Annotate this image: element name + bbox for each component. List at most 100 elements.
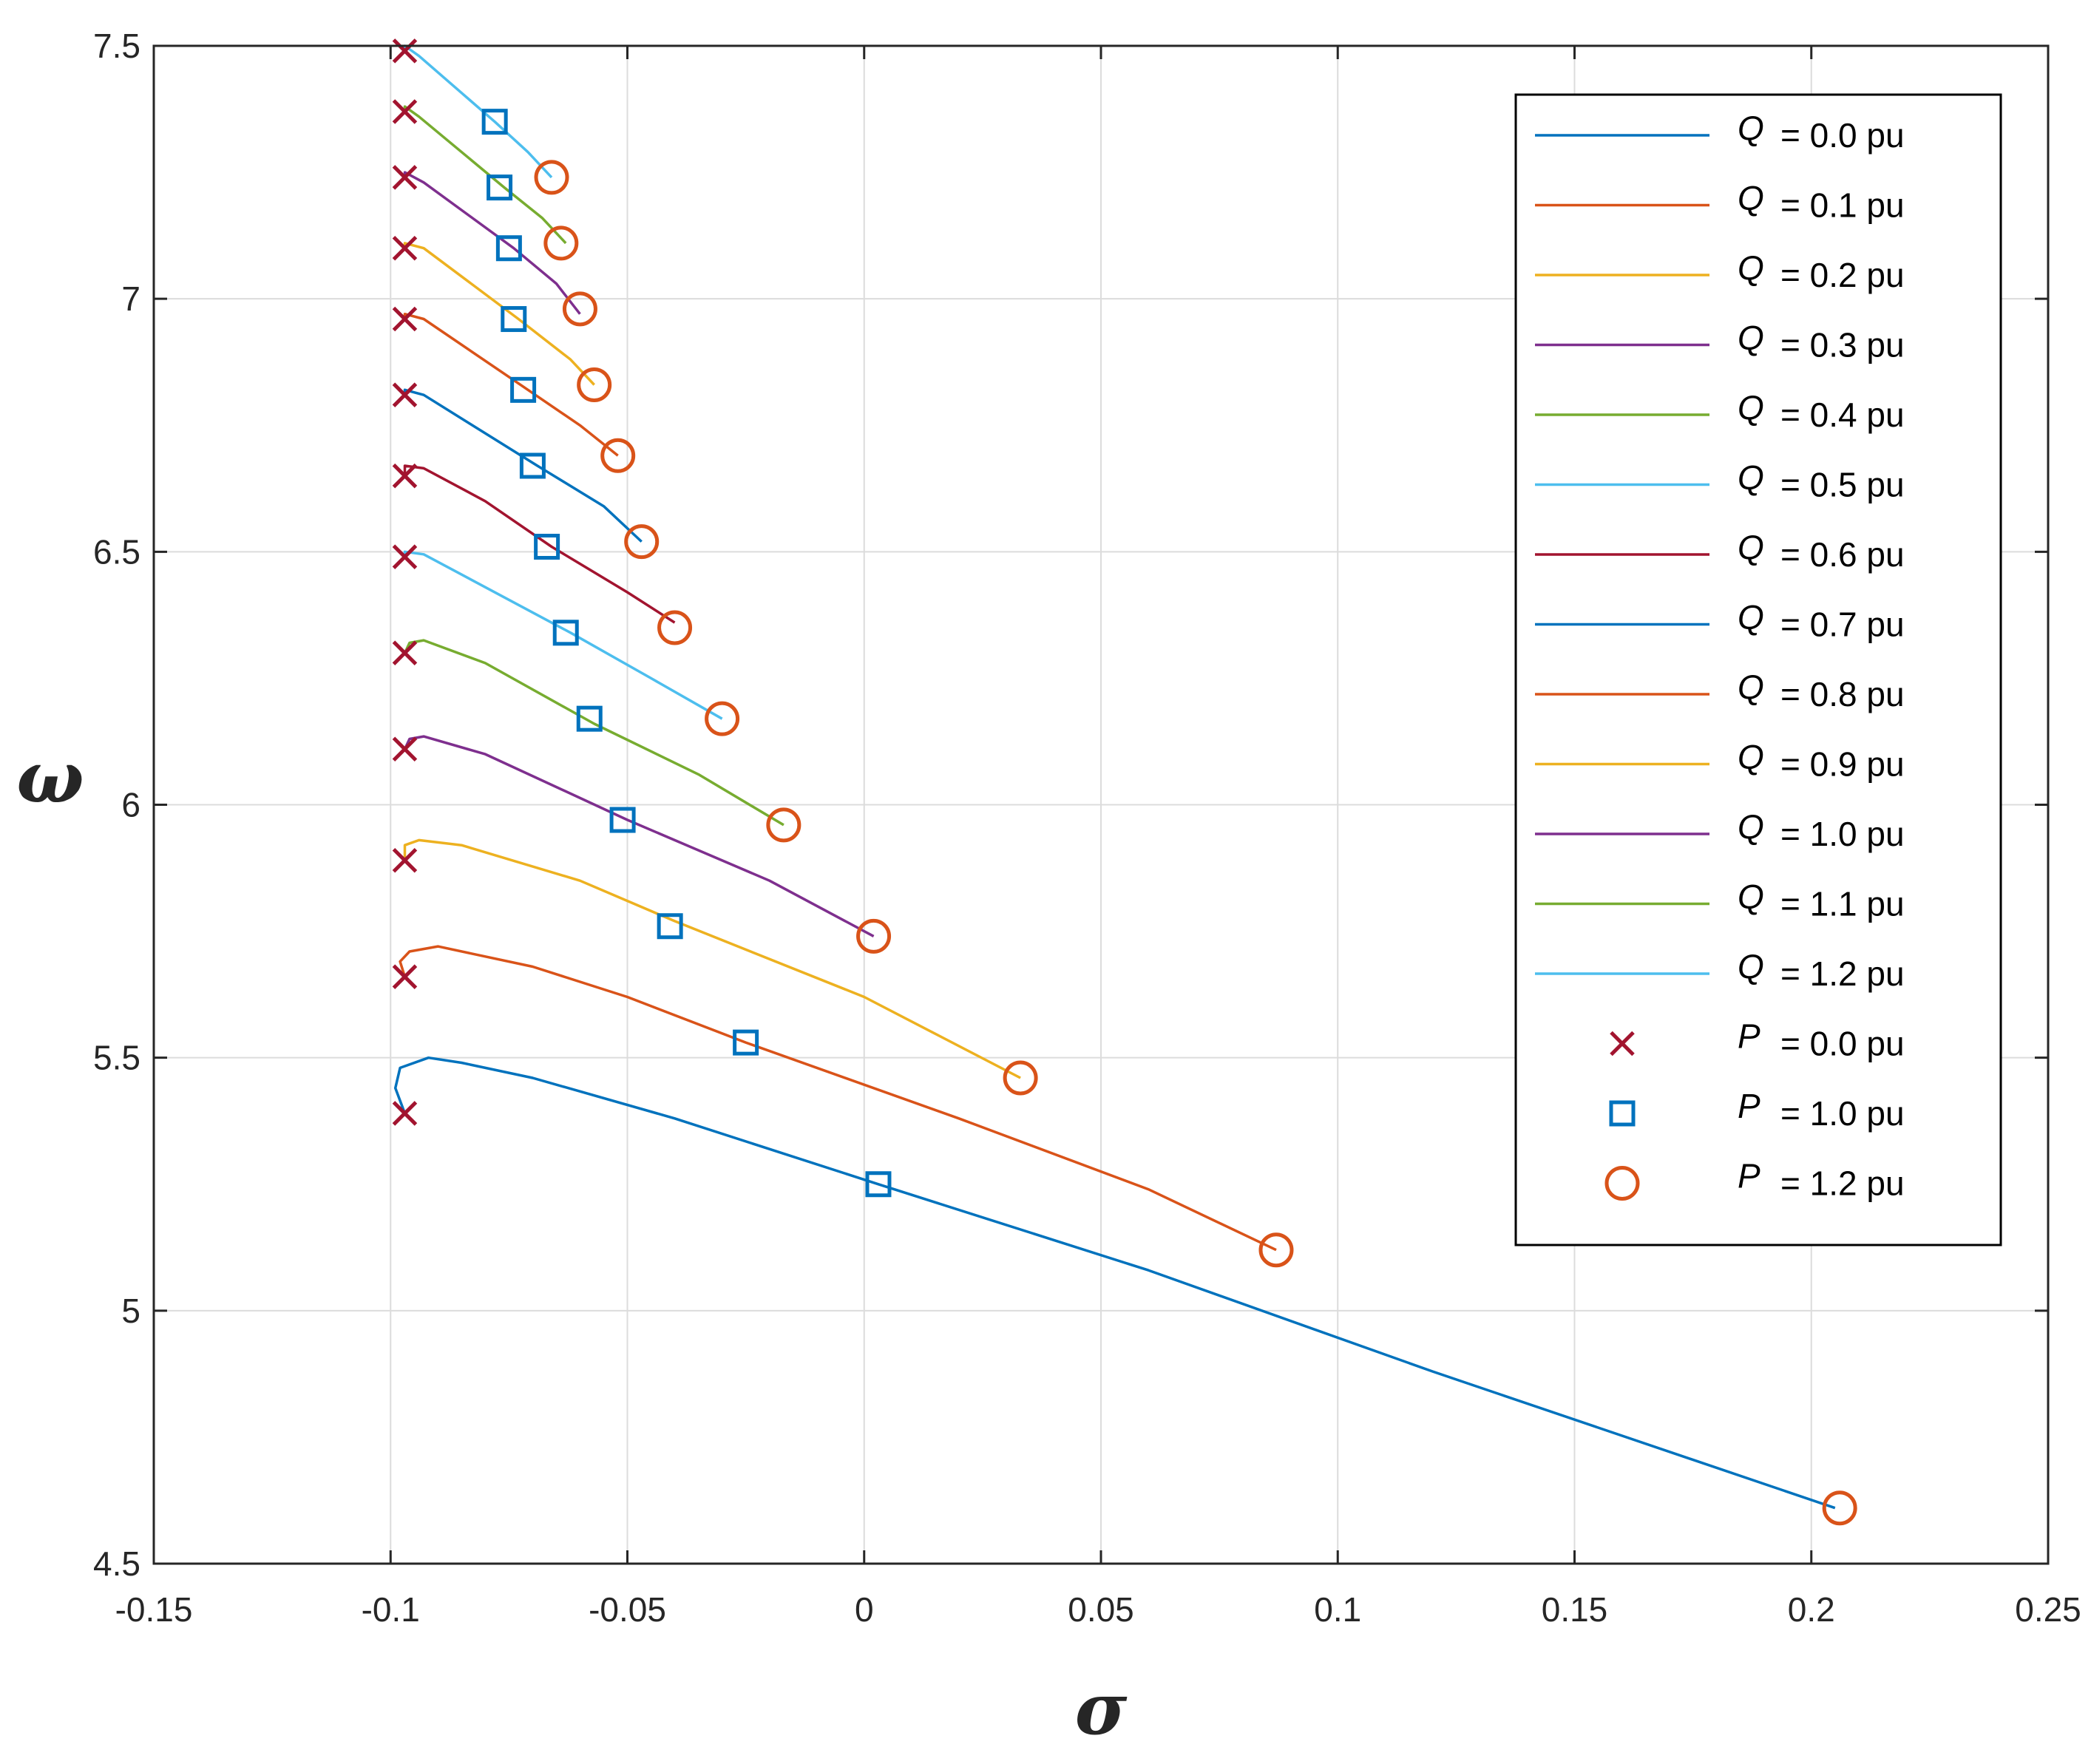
- legend-symbol: Q: [1738, 947, 1764, 986]
- x-tick-label: 0.2: [1788, 1590, 1835, 1629]
- legend-symbol: P: [1738, 1087, 1760, 1125]
- marker-x-stroke-b: [392, 165, 418, 190]
- series-line-1: [399, 945, 1277, 1252]
- marker-x: [392, 235, 418, 261]
- series-line-6: [403, 464, 676, 624]
- marker-circle: [705, 701, 740, 736]
- legend-symbol: Q: [1738, 319, 1764, 357]
- legend-symbol: P: [1738, 1157, 1760, 1195]
- marker-circle: [1003, 1060, 1038, 1096]
- marker-circle: [856, 918, 892, 954]
- marker-circle: [1822, 1490, 1857, 1526]
- marker-circle: [534, 160, 569, 195]
- y-axis-label: ω: [16, 736, 84, 819]
- marker-x: [392, 964, 418, 989]
- marker-x-stroke-b: [392, 736, 418, 761]
- series-line-4: [403, 639, 784, 827]
- x-tick-label: -0.15: [115, 1590, 193, 1629]
- marker-x: [392, 165, 418, 190]
- legend-label: = 1.1 pu: [1780, 885, 1905, 923]
- series-line-7: [403, 388, 643, 543]
- marker-square: [495, 235, 522, 262]
- marker-x: [392, 38, 418, 64]
- y-tick-label: 6: [121, 786, 140, 824]
- marker-square: [487, 174, 513, 201]
- marker-circle: [562, 291, 597, 327]
- legend-symbol: Q: [1738, 109, 1764, 147]
- marker-square: [501, 306, 527, 333]
- legend-swatch-square: [1609, 1100, 1636, 1127]
- legend-symbol: Q: [1738, 738, 1764, 776]
- marker-x: [392, 1101, 418, 1126]
- legend-label: = 0.3 pu: [1780, 326, 1905, 364]
- marker-x: [392, 463, 418, 489]
- marker-x: [392, 736, 418, 761]
- x-tick-label: 0.05: [1068, 1590, 1134, 1629]
- marker-square: [733, 1029, 759, 1056]
- marker-circle: [624, 524, 660, 560]
- series-layer: [393, 44, 1836, 1510]
- series-line-0: [393, 1056, 1836, 1510]
- marker-x-stroke-b: [392, 382, 418, 407]
- series-line-8: [403, 312, 619, 457]
- legend-label: = 0.0 pu: [1780, 1025, 1905, 1063]
- legend-symbol: Q: [1738, 248, 1764, 287]
- marker-x-stroke-b: [392, 964, 418, 989]
- legend-label: = 1.2 pu: [1780, 954, 1905, 993]
- marker-x: [392, 382, 418, 407]
- legend-symbol: Q: [1738, 528, 1764, 566]
- marker-square: [481, 109, 508, 135]
- marker-layer: [392, 38, 1857, 1526]
- marker-x-stroke-b: [392, 848, 418, 873]
- legend-symbol: Q: [1738, 388, 1764, 427]
- marker-x-stroke-b: [392, 463, 418, 489]
- series-line-2: [403, 838, 1021, 1079]
- legend-symbol: Q: [1738, 179, 1764, 217]
- x-tick-label: 0: [855, 1590, 874, 1629]
- legend: Q = 0.0 pu Q = 0.1 pu Q = 0.2 pu Q = 0.3 pu Q = 0…: [1514, 93, 2002, 1246]
- marker-x-stroke-b: [392, 306, 418, 332]
- marker-x-stroke-b: [392, 1101, 418, 1126]
- legend-label: = 0.6 pu: [1780, 535, 1905, 574]
- marker-square: [552, 620, 579, 646]
- x-tick-label: 0.15: [1542, 1590, 1608, 1629]
- x-tick-label: 0.1: [1314, 1590, 1361, 1629]
- series-line-9: [403, 242, 595, 386]
- marker-x-stroke-b: [392, 235, 418, 261]
- legend-label: = 0.7 pu: [1780, 605, 1905, 644]
- marker-x-stroke-b: [392, 640, 418, 665]
- y-tick-label: 6.5: [93, 532, 140, 571]
- series-line-10: [403, 171, 581, 315]
- y-tick-label: 4.5: [93, 1544, 140, 1583]
- legend-label: = 1.0 pu: [1780, 1094, 1905, 1133]
- legend-label: = 0.1 pu: [1780, 186, 1905, 225]
- x-tick-label: -0.05: [589, 1590, 666, 1629]
- series-line-11: [403, 105, 567, 245]
- y-tick-label: 7.5: [93, 27, 140, 65]
- legend-label: = 1.2 pu: [1780, 1164, 1905, 1203]
- marker-x: [392, 848, 418, 873]
- marker-circle: [577, 367, 612, 403]
- legend-symbol: Q: [1738, 458, 1764, 497]
- legend-label: = 0.0 pu: [1780, 116, 1905, 155]
- marker-x: [392, 640, 418, 665]
- legend-box: [1514, 93, 2002, 1246]
- legend-symbol: Q: [1738, 598, 1764, 637]
- ticks: -0.15 -0.1 -0.05 0 0.05 0.1 0.15 0.2 0.25 4.5 5 5.5…: [93, 27, 2081, 1629]
- y-tick-label: 5.5: [93, 1039, 140, 1077]
- legend-label: = 0.9 pu: [1780, 745, 1905, 784]
- legend-symbol: Q: [1738, 807, 1764, 846]
- marker-circle: [543, 225, 579, 261]
- y-tick-label: 5: [121, 1292, 140, 1330]
- marker-x: [392, 306, 418, 332]
- legend-label: = 0.5 pu: [1780, 466, 1905, 504]
- legend-swatch-x: [1610, 1031, 1635, 1056]
- legend-label: = 0.4 pu: [1780, 396, 1905, 434]
- legend-swatch-circle: [1604, 1166, 1640, 1201]
- x-tick-label: 0.25: [2015, 1590, 2081, 1629]
- marker-circle: [766, 807, 802, 843]
- y-tick-label: 7: [121, 279, 140, 318]
- series-line-3: [403, 735, 875, 937]
- legend-label: = 0.2 pu: [1780, 256, 1905, 294]
- marker-square: [865, 1171, 892, 1198]
